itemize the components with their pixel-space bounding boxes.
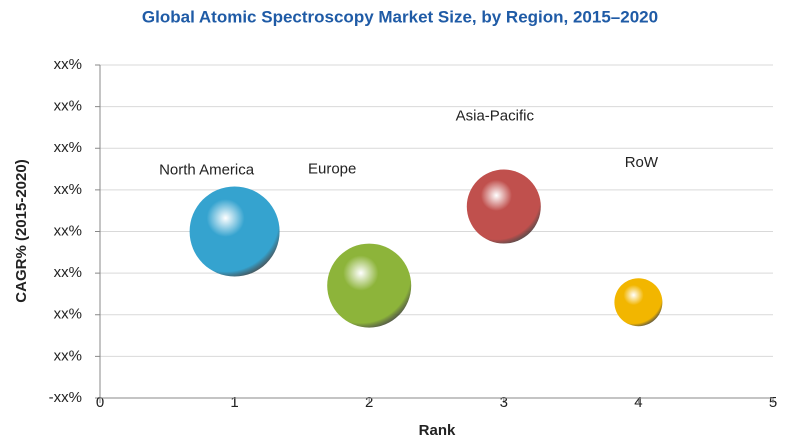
- y-axis-title: CAGR% (2015-2020): [13, 159, 30, 302]
- y-tick-label: xx%: [54, 264, 82, 281]
- y-tick-label: xx%: [54, 306, 82, 323]
- y-tick-label: xx%: [54, 139, 82, 156]
- bubble: [614, 278, 663, 327]
- x-tick-label: 2: [365, 394, 373, 411]
- bubble-label: Europe: [308, 161, 356, 178]
- bubble-label: North America: [159, 161, 255, 178]
- bubble: [189, 186, 280, 277]
- bubble-label: RoW: [625, 154, 659, 171]
- x-tick-label: 5: [769, 394, 777, 411]
- y-tick-label: -xx%: [49, 389, 82, 406]
- y-tick-label: xx%: [54, 222, 82, 239]
- x-tick-label: 0: [96, 394, 104, 411]
- x-tick-label: 3: [500, 394, 508, 411]
- x-tick-label: 1: [230, 394, 238, 411]
- y-tick-label: xx%: [54, 347, 82, 364]
- y-tick-label: xx%: [54, 56, 82, 73]
- chart-title: Global Atomic Spectroscopy Market Size, …: [142, 7, 658, 26]
- y-tick-label: xx%: [54, 98, 82, 115]
- y-tick-label: xx%: [54, 181, 82, 198]
- x-tick-label: 4: [634, 394, 642, 411]
- bubble: [327, 243, 412, 328]
- bubble-label: Asia-Pacific: [456, 107, 535, 124]
- bubble: [466, 169, 541, 244]
- x-axis-title: Rank: [419, 422, 456, 439]
